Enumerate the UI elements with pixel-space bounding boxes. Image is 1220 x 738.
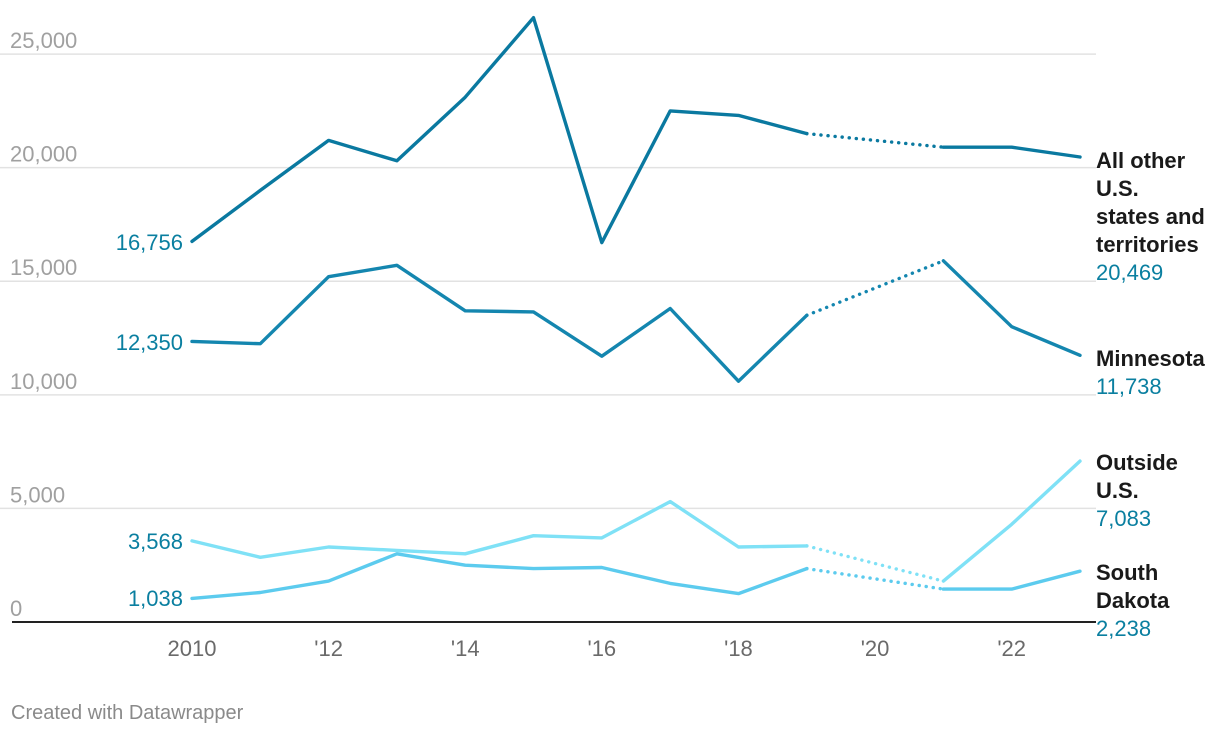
x-tick-label-14: '14: [451, 636, 480, 661]
southdakota-line-2021-2023: [941, 569, 1082, 591]
minnesota-end-value: 11,738: [1096, 374, 1162, 399]
southdakota-name-line-2: Dakota: [1096, 588, 1170, 613]
outside-end-value: 7,083: [1096, 506, 1151, 531]
x-tick-label-16: '16: [588, 636, 617, 661]
minnesota-start-value: 12,350: [116, 330, 183, 355]
other-name-line-3: states and: [1096, 204, 1205, 229]
credit-text: Created with Datawrapper: [11, 702, 244, 724]
y-axis-ticks: 0 5,000 10,000 15,000 20,000 25,000: [10, 28, 77, 621]
outside-line-2021-2023: [941, 459, 1082, 583]
outside-name-line-2: U.S.: [1096, 478, 1139, 503]
series-labels: 16,756 12,350 3,568 1,038 All other U.S. state…: [116, 148, 1206, 641]
other-start-value: 16,756: [116, 230, 183, 255]
other-line-2010-2019: [190, 16, 809, 245]
outside-line-gap-dotted: [805, 544, 946, 583]
x-axis-ticks: 2010 '12 '14 '16 '18 '20 '22: [168, 636, 1027, 661]
outside-start-value: 3,568: [128, 529, 183, 554]
y-tick-label-20-000: 20,000: [10, 142, 77, 167]
y-tick-label-0: 0: [10, 596, 22, 621]
minnesota-name-line-1: Minnesota: [1096, 346, 1206, 371]
other-name-line-4: territories: [1096, 232, 1199, 257]
other-name-line-1: All other: [1096, 148, 1186, 173]
southdakota-line-2010-2019: [190, 552, 809, 601]
southdakota-end-value: 2,238: [1096, 616, 1151, 641]
outside-name-line-1: Outside: [1096, 450, 1178, 475]
southdakota-name-line-1: South: [1096, 560, 1158, 585]
y-tick-label-10-000: 10,000: [10, 369, 77, 394]
line-chart: 0 5,000 10,000 15,000 20,000 25,000 2010 '12 '1…: [0, 16, 1206, 661]
outside-line-2010-2019: [190, 499, 809, 559]
y-tick-label-25-000: 25,000: [10, 28, 77, 53]
x-tick-label-22: '22: [997, 636, 1026, 661]
series-lines: [190, 16, 1082, 601]
other-name-line-2: U.S.: [1096, 176, 1139, 201]
other-line-gap-dotted: [805, 131, 946, 149]
southdakota-start-value: 1,038: [128, 586, 183, 611]
minnesota-line-2021-2023: [941, 259, 1082, 357]
minnesota-line-gap-dotted: [805, 259, 946, 317]
x-tick-label-20: '20: [861, 636, 890, 661]
grid-lines: [0, 53, 1096, 623]
x-tick-label-2010: 2010: [168, 636, 217, 661]
other-line-2021-2023: [941, 145, 1082, 159]
minnesota-line-2010-2019: [190, 263, 809, 383]
other-end-value: 20,469: [1096, 260, 1163, 285]
x-tick-label-18: '18: [724, 636, 753, 661]
y-tick-label-15-000: 15,000: [10, 255, 77, 280]
x-tick-label-12: '12: [314, 636, 343, 661]
y-tick-label-5-000: 5,000: [10, 482, 65, 507]
southdakota-line-gap-dotted: [805, 566, 946, 591]
